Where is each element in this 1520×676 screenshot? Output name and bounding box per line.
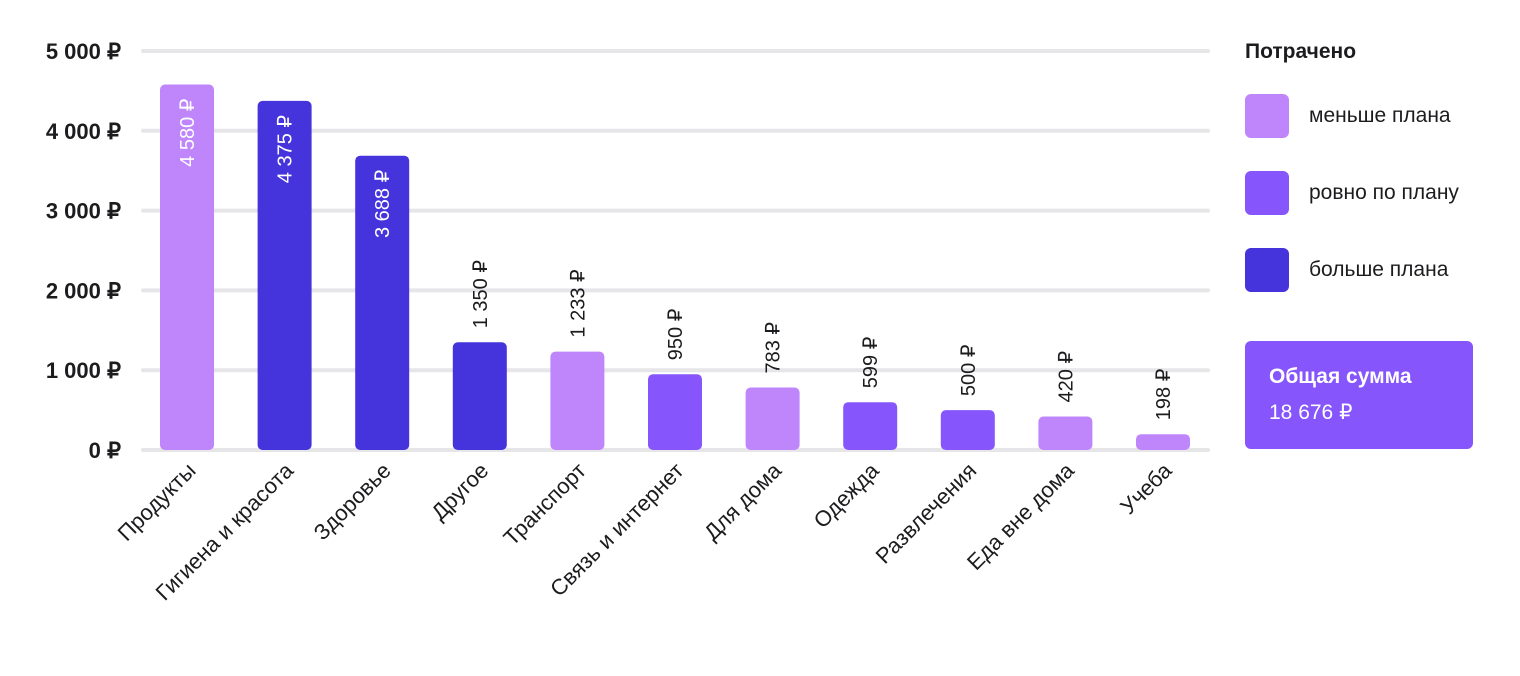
y-tick-label: 0 ₽	[89, 438, 121, 463]
bar-value-label: 1 350 ₽	[470, 260, 492, 329]
legend-title: Потрачено	[1245, 40, 1357, 63]
bar	[160, 84, 214, 451]
total-sum-value: 18 676 ₽	[1269, 401, 1353, 424]
bar-value-label: 4 580 ₽	[177, 98, 199, 167]
legend: Потрачено меньше плана ровно по плану бо…	[1245, 38, 1510, 325]
legend-label-under: меньше плана	[1309, 104, 1451, 127]
bar	[1136, 434, 1190, 450]
bar	[550, 351, 605, 450]
bar-value-label: 1 233 ₽	[567, 269, 589, 338]
bar-value-label: 783 ₽	[763, 322, 785, 374]
bar	[940, 410, 995, 450]
y-axis-labels: 0 ₽ 1 000 ₽ 2 000 ₽ 3 000 ₽ 4 000 ₽ 5 000 ₽	[46, 39, 121, 463]
legend-swatch-under	[1245, 94, 1289, 138]
legend-item-on-plan: ровно по плану	[1245, 171, 1510, 215]
bar-value-label: 3 688 ₽	[372, 169, 394, 238]
bar	[355, 155, 410, 450]
bar	[843, 402, 898, 450]
legend-swatch-over	[1245, 248, 1289, 292]
bar	[452, 342, 507, 450]
x-tick-label: Для дома	[699, 457, 787, 545]
legend-item-over: больше плана	[1245, 248, 1510, 292]
bar-value-label: 500 ₽	[958, 344, 980, 396]
y-tick-label: 1 000 ₽	[46, 358, 121, 383]
x-tick-label: Транспорт	[498, 458, 590, 550]
bar-chart: 0 ₽ 1 000 ₽ 2 000 ₽ 3 000 ₽ 4 000 ₽ 5 000 ₽ 4…	[46, 39, 1210, 605]
y-tick-label: 4 000 ₽	[46, 119, 121, 144]
x-tick-label: Развлечения	[871, 458, 982, 569]
bar	[257, 100, 312, 450]
grid-lines	[141, 49, 1210, 452]
total-sum-label: Общая сумма	[1269, 365, 1412, 388]
bar	[745, 387, 800, 450]
bars	[160, 84, 1190, 451]
bar	[1038, 416, 1093, 450]
value-labels: 4 580 ₽ 4 375 ₽ 3 688 ₽ 1 350 ₽ 1 233 ₽ 950 ₽…	[177, 98, 1175, 420]
y-tick-label: 5 000 ₽	[46, 39, 121, 64]
bar	[648, 374, 702, 450]
bar-value-label: 198 ₽	[1153, 368, 1175, 420]
y-tick-label: 2 000 ₽	[46, 278, 121, 303]
x-tick-label: Другое	[426, 458, 493, 525]
x-tick-label: Здоровье	[309, 458, 396, 545]
bar-value-label: 950 ₽	[665, 308, 687, 360]
x-tick-label: Одежда	[809, 457, 885, 533]
legend-label-on-plan: ровно по плану	[1309, 181, 1459, 204]
legend-swatch-on-plan	[1245, 171, 1289, 215]
legend-item-under: меньше плана	[1245, 94, 1510, 138]
bar-value-label: 4 375 ₽	[275, 115, 297, 184]
y-tick-label: 3 000 ₽	[46, 199, 121, 224]
total-sum-card: Общая сумма 18 676 ₽	[1245, 341, 1473, 449]
x-tick-label: Продукты	[113, 458, 201, 546]
bar-value-label: 420 ₽	[1055, 351, 1077, 403]
legend-label-over: больше плана	[1309, 258, 1449, 281]
x-tick-label: Учеба	[1115, 457, 1177, 519]
bar-value-label: 599 ₽	[860, 336, 882, 388]
